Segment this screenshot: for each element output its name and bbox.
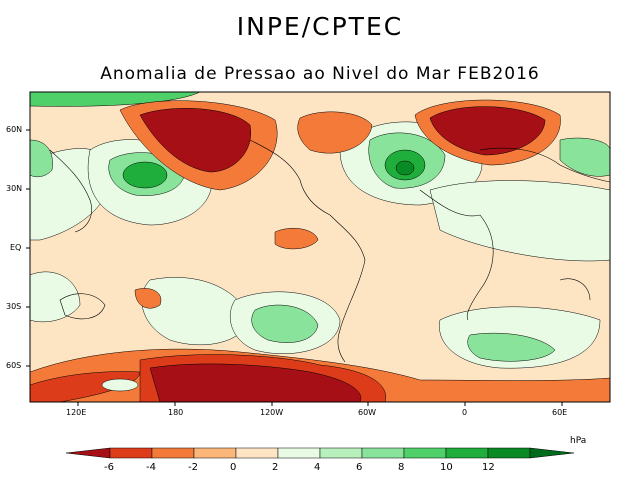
anomaly-region bbox=[30, 139, 53, 178]
lat-label: 60N bbox=[6, 125, 23, 134]
colorbar-units: hPa bbox=[570, 436, 587, 446]
anomaly-region bbox=[101, 378, 139, 392]
lat-label: 30S bbox=[6, 302, 22, 311]
colorbar-label: -2 bbox=[188, 462, 198, 473]
colorbar-label: 0 bbox=[230, 462, 237, 473]
anomaly-core bbox=[139, 108, 252, 173]
lat-label: 30N bbox=[6, 184, 23, 193]
lon-label: 120W bbox=[260, 408, 284, 417]
anomaly-core bbox=[149, 363, 362, 402]
colorbar-arrow-low bbox=[65, 447, 111, 459]
colorbar-box bbox=[193, 447, 237, 459]
map-frame bbox=[29, 91, 611, 403]
anomaly-region bbox=[134, 288, 162, 309]
map-subtitle: Anomalia de Pressao ao Nivel do Mar FEB2… bbox=[100, 64, 540, 84]
colorbar-box bbox=[487, 447, 531, 459]
colorbar-box bbox=[445, 447, 489, 459]
colorbar-label: 12 bbox=[482, 462, 495, 473]
anomaly-core bbox=[429, 106, 546, 156]
colorbar-box bbox=[319, 447, 363, 459]
colorbar-label: 8 bbox=[398, 462, 405, 473]
colorbar-label: 2 bbox=[272, 462, 279, 473]
anomaly-region bbox=[141, 277, 251, 346]
colorbar-box bbox=[277, 447, 321, 459]
lon-label: 60W bbox=[358, 408, 377, 417]
colorbar-label: 4 bbox=[314, 462, 321, 473]
colorbar-label: 6 bbox=[356, 462, 363, 473]
lon-label: 180 bbox=[168, 408, 184, 417]
map-title: INPE/CPTEC bbox=[236, 12, 404, 41]
colorbar-box bbox=[235, 447, 279, 459]
colorbar-box bbox=[361, 447, 405, 459]
anomaly-region bbox=[559, 137, 610, 177]
anomaly-region bbox=[297, 111, 373, 154]
map-field bbox=[30, 92, 610, 402]
colorbar-label: 10 bbox=[440, 462, 453, 473]
colorbar-label: -6 bbox=[104, 462, 114, 473]
lon-label: 60E bbox=[552, 408, 568, 417]
anomaly-region bbox=[274, 228, 319, 250]
anomaly-core bbox=[395, 160, 415, 176]
colorbar-arrow-high bbox=[529, 447, 575, 459]
anomaly-core bbox=[122, 161, 168, 189]
lon-label: 0 bbox=[462, 408, 468, 417]
anomaly-region bbox=[251, 304, 319, 343]
anomaly-region bbox=[467, 332, 556, 362]
colorbar-box bbox=[109, 447, 153, 459]
coastlines bbox=[49, 139, 610, 363]
lat-label: EQ bbox=[10, 243, 22, 252]
colorbar-label: -4 bbox=[146, 462, 156, 473]
anomaly-region bbox=[429, 180, 610, 262]
lat-label: 60S bbox=[6, 361, 22, 370]
anomaly-region bbox=[30, 271, 81, 323]
lon-label: 120E bbox=[66, 408, 87, 417]
colorbar-box bbox=[403, 447, 447, 459]
axis-ticks bbox=[26, 129, 563, 406]
colorbar bbox=[65, 447, 575, 459]
colorbar-box bbox=[151, 447, 195, 459]
